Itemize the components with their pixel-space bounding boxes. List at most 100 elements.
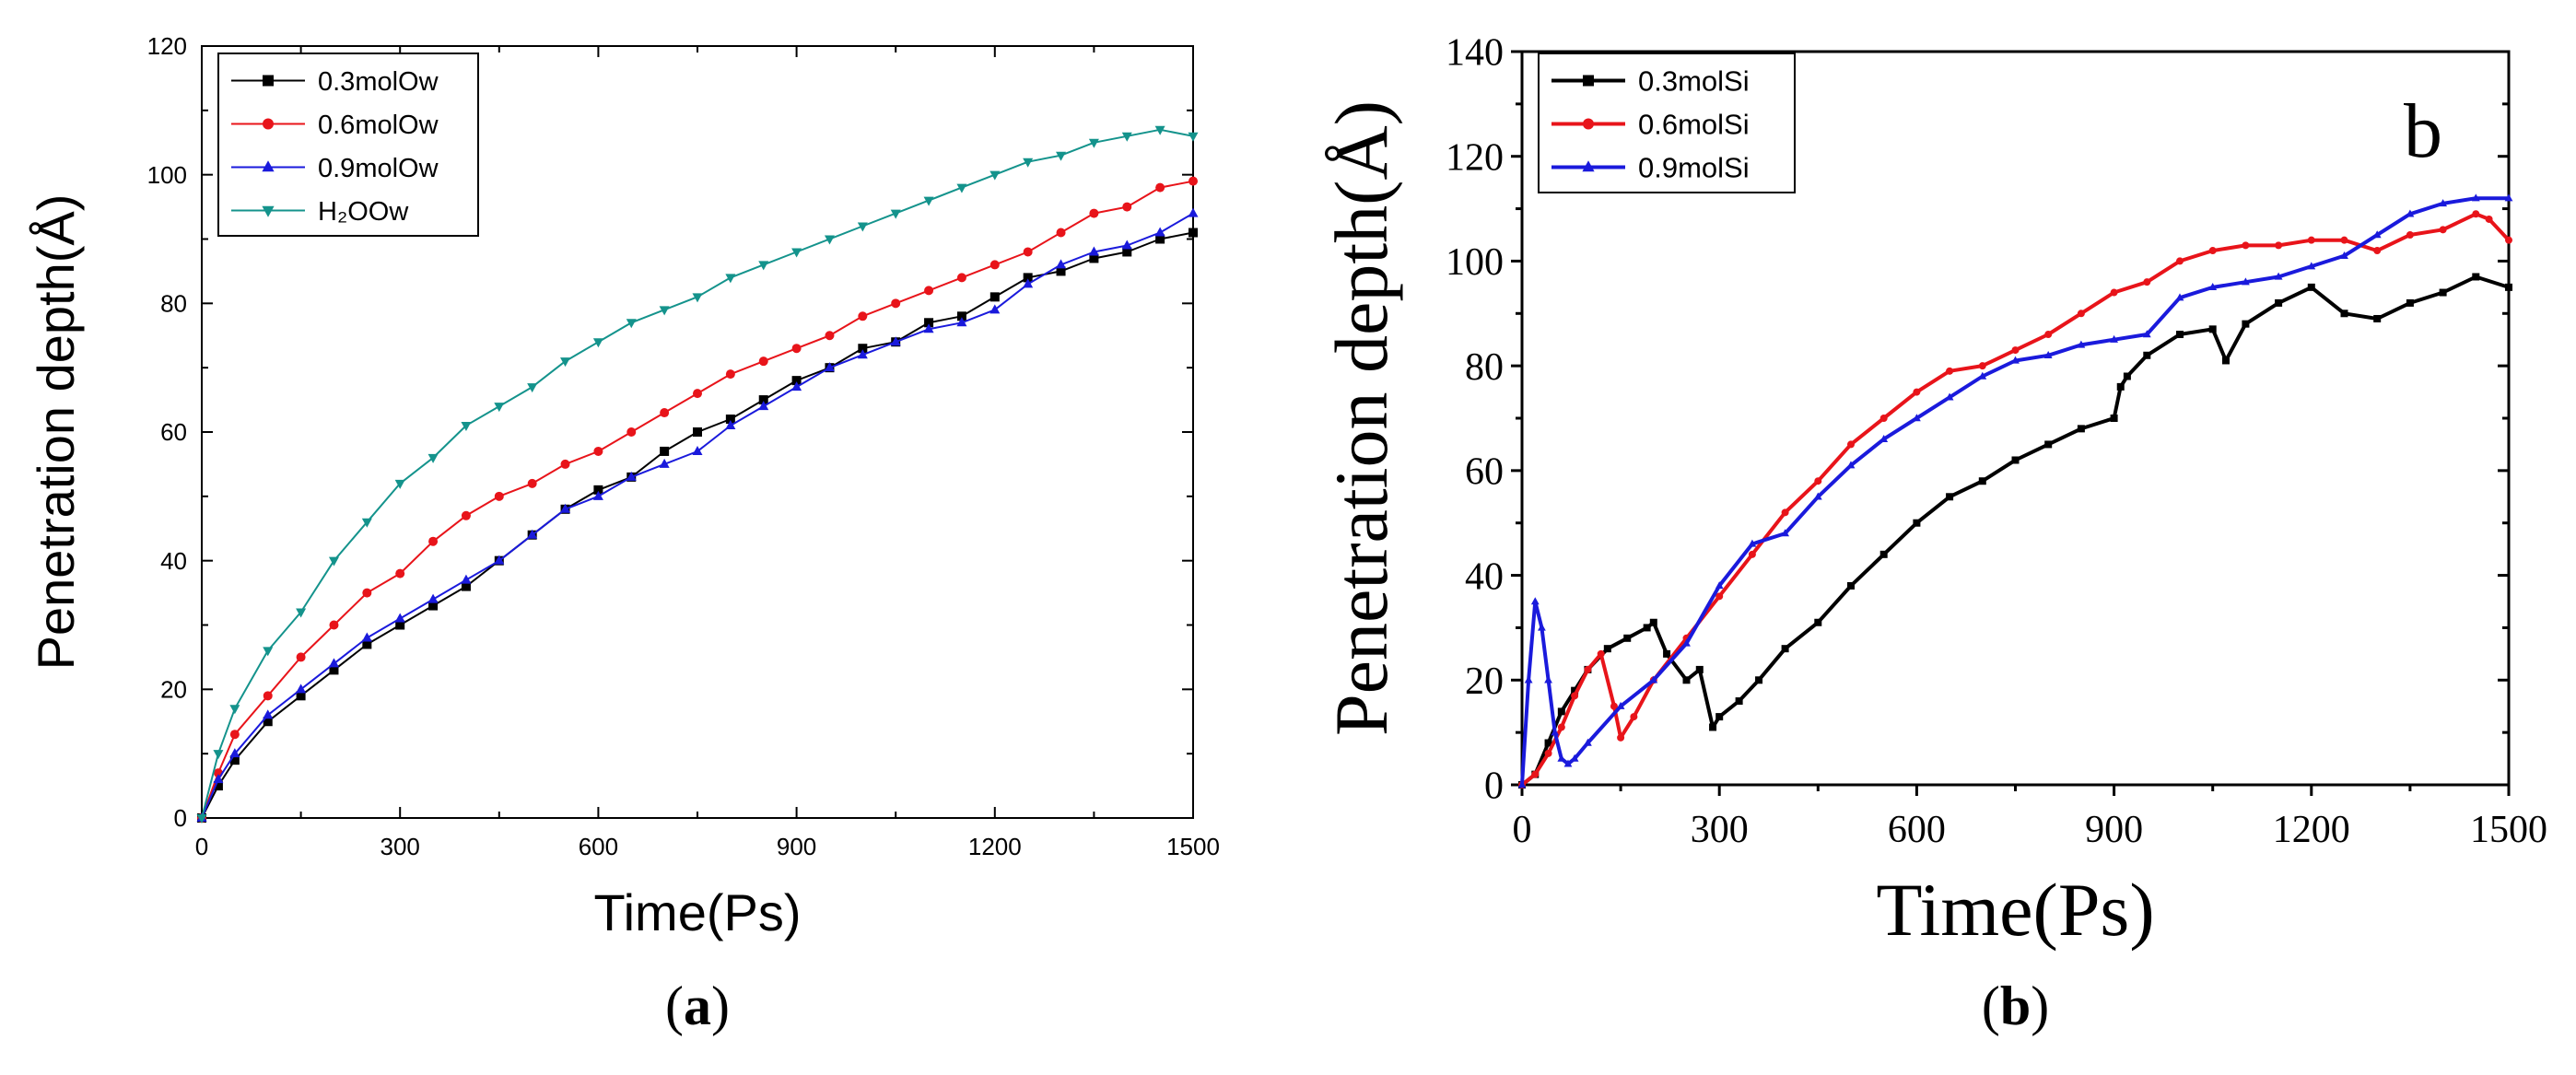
- panel-b-y-tick-label: 120: [1446, 136, 1504, 179]
- panel-b-data-point: [2175, 293, 2184, 301]
- panel-a-series-1: [197, 228, 1198, 823]
- panel-b-data-point: [2340, 310, 2348, 318]
- panel-b-data-point: [2472, 273, 2480, 281]
- panel-b-data-point: [2011, 346, 2020, 355]
- panel-b-data-point: [2077, 310, 2085, 318]
- panel-a-data-point: [229, 730, 240, 740]
- panel-a-data-point: [296, 691, 306, 701]
- panel-b-data-point: [1748, 539, 1757, 547]
- panel-b-data-point: [1813, 492, 1822, 500]
- panel-b-y-tick-label: 100: [1446, 241, 1504, 284]
- panel-a-series-line: [201, 128, 1194, 819]
- panel-a-data-point: [213, 774, 224, 784]
- panel-b-data-point: [1978, 362, 1986, 370]
- panel-b-data-point: [1544, 749, 1552, 757]
- panel-b-x-tick-label: 600: [1888, 809, 1946, 851]
- panel-a-data-point: [660, 408, 670, 418]
- panel-b-caption-part: b: [2000, 976, 2031, 1036]
- panel-b-data-point: [1663, 649, 1671, 658]
- panel-a-data-point: [1023, 273, 1033, 283]
- panel-b-series-3: [1517, 193, 2513, 789]
- panel-a-data-point: [1188, 207, 1199, 217]
- panel-a-y-tick-label: 20: [160, 675, 187, 703]
- panel-b-data-point: [1879, 415, 1888, 422]
- panel-b-data-point: [1630, 713, 1638, 721]
- panel-b-data-point: [2406, 209, 2415, 217]
- panel-a-data-point: [1056, 151, 1067, 161]
- panel-a-data-point: [659, 458, 670, 468]
- panel-b-data-point: [2472, 210, 2480, 218]
- panel-b-data-point: [2208, 247, 2217, 255]
- panel-b-data-point: [1557, 723, 1565, 731]
- panel-a-data-point: [296, 652, 306, 662]
- panel-a-data-point: [890, 209, 901, 219]
- panel-b-data-point: [2439, 226, 2447, 234]
- panel-a-data-point: [1023, 247, 1033, 257]
- panel-a-data-point: [725, 369, 735, 380]
- panel-a-legend-label: H₂OOw: [318, 197, 409, 227]
- panel-b-data-point: [2275, 241, 2283, 250]
- panel-a-data-point: [263, 647, 274, 657]
- panel-a-legend-swatch-marker: [262, 205, 275, 217]
- panel-a-data-point: [1122, 202, 1132, 212]
- panel-b-data-point: [1847, 440, 1855, 449]
- panel-a-data-point: [791, 381, 802, 391]
- panel-b-chart: 0 300 600 900 1200 1500 0 20 40 60 80 100 120 140 Time…: [1319, 32, 2547, 1036]
- panel-a-data-point: [361, 518, 372, 528]
- panel-a-caption-part: a: [684, 976, 711, 1036]
- panel-b-data-point: [2044, 331, 2053, 339]
- panel-a-data-point: [461, 422, 472, 432]
- panel-b-data-point: [2307, 236, 2315, 244]
- panel-b-data-point: [2275, 298, 2283, 307]
- panel-b-data-point: [1695, 665, 1704, 673]
- panel-a-data-point: [263, 709, 274, 719]
- panel-b-legend-swatch-marker: [1583, 118, 1594, 130]
- panel-a-data-point: [428, 536, 439, 546]
- panel-a-legend-label: 0.6molOw: [318, 111, 439, 140]
- panel-b-data-point: [1978, 477, 1986, 485]
- panel-b-data-point: [1530, 597, 1540, 605]
- panel-a-y-tick-label: 100: [147, 161, 187, 189]
- panel-a-data-point: [1089, 208, 1099, 218]
- panel-b-data-point: [2274, 272, 2283, 280]
- panel-b-data-point: [2505, 236, 2512, 244]
- panel-a-data-point: [858, 344, 868, 354]
- panel-a-data-point: [1155, 234, 1165, 244]
- panel-a-data-point: [395, 620, 405, 630]
- panel-b-legend-swatch-marker: [1582, 160, 1595, 172]
- panel-b-x-tick-label: 1200: [2273, 809, 2350, 851]
- panel-b-y-tick-label: 0: [1484, 765, 1504, 808]
- panel-a-x-tick-label: 1500: [1166, 833, 1220, 860]
- panel-a-data-point: [229, 755, 240, 765]
- panel-a-chart: 0 300 600 900 1200 1500 0 20 40 60 80 100 120 Time(Ps…: [27, 32, 1220, 1036]
- panel-a-data-point: [592, 490, 603, 500]
- panel-b-data-point: [1847, 581, 1855, 590]
- panel-a-series-line: [201, 231, 1194, 819]
- panel-a-data-point: [560, 459, 570, 469]
- panel-b-data-point: [1610, 702, 1618, 710]
- panel-b-data-point: [1709, 723, 1717, 731]
- panel-a-data-point: [626, 427, 637, 437]
- panel-b-series-2: [1518, 210, 2512, 789]
- panel-b-legend-swatch-marker: [1583, 75, 1594, 87]
- panel-b-legend: 0.3molSi 0.6molSi 0.9molSi: [1538, 53, 1796, 193]
- panel-b-data-point: [1715, 713, 1724, 721]
- panel-a-y-tick-label: 120: [147, 32, 187, 60]
- panel-b-x-tick-label: 900: [2085, 809, 2143, 851]
- panel-b-data-point: [1531, 770, 1540, 778]
- panel-a-data-point: [196, 814, 207, 824]
- panel-b-data-point: [1781, 508, 1789, 517]
- panel-a-data-point: [825, 331, 835, 341]
- panel-a-data-point: [693, 427, 702, 437]
- panel-a-y-tick-label: 80: [160, 289, 187, 317]
- panel-b-data-point: [1570, 754, 1579, 762]
- panel-a-data-point: [361, 632, 372, 642]
- panel-a-data-point: [329, 620, 339, 630]
- panel-a-data-point: [527, 478, 537, 488]
- panel-b-data-point: [2340, 251, 2348, 259]
- panel-a-y-tick-label: 0: [174, 804, 187, 832]
- panel-b-data-point: [1623, 634, 1632, 642]
- panel-b-data-point: [1544, 739, 1552, 747]
- panel-b-caption: (b): [1982, 976, 2049, 1036]
